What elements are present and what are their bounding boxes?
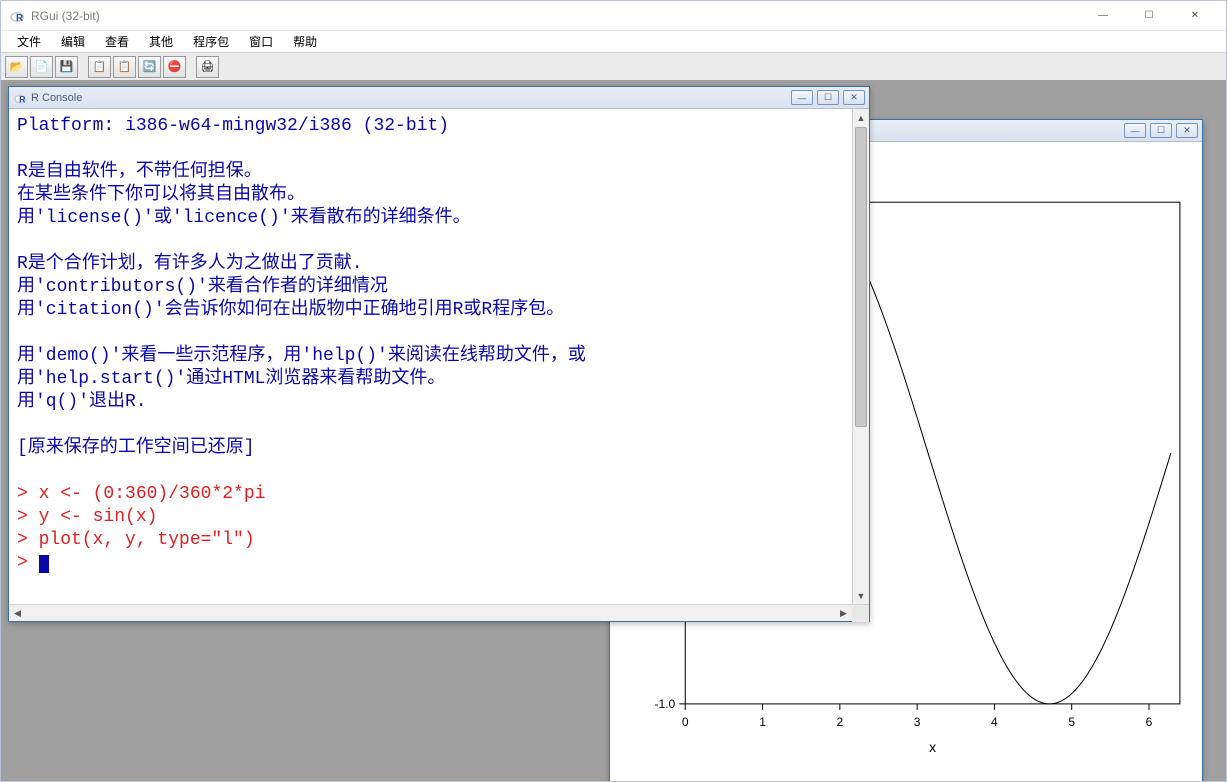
console-horizontal-scrollbar[interactable]: ◀ ▶ <box>9 604 869 621</box>
console-close-button[interactable]: ✕ <box>843 90 865 105</box>
svg-text:3: 3 <box>914 715 921 729</box>
toolbar-refresh-button[interactable]: 🔄 <box>138 56 161 78</box>
toolbar-load-button[interactable]: 📄 <box>30 56 53 78</box>
toolbar-print-button[interactable]: 🖨 <box>196 56 219 78</box>
scroll-right-arrow-icon[interactable]: ▶ <box>835 605 852 621</box>
svg-text:2: 2 <box>836 715 843 729</box>
svg-text:x: x <box>929 739 936 755</box>
svg-text:6: 6 <box>1146 715 1153 729</box>
toolbar-stop-button[interactable]: ⛔ <box>163 56 186 78</box>
main-window-controls: — ☐ ✕ <box>1080 1 1218 31</box>
console-titlebar[interactable]: R R Console — ☐ ✕ <box>9 87 869 109</box>
svg-text:5: 5 <box>1068 715 1075 729</box>
console-window[interactable]: R R Console — ☐ ✕ Platform: i386-w64-min… <box>8 86 870 622</box>
scroll-corner <box>852 605 869 622</box>
toolbar-copy-button[interactable]: 📋 <box>88 56 111 78</box>
svg-text:4: 4 <box>991 715 998 729</box>
svg-text:-1.0: -1.0 <box>654 697 675 711</box>
menu-windows[interactable]: 窗口 <box>239 31 283 52</box>
r-logo-icon: R <box>9 8 25 24</box>
scroll-left-arrow-icon[interactable]: ◀ <box>9 605 26 621</box>
main-titlebar[interactable]: R RGui (32-bit) — ☐ ✕ <box>1 1 1226 31</box>
r-logo-icon: R <box>13 91 27 105</box>
console-vertical-scrollbar[interactable]: ▲ ▼ <box>852 109 869 604</box>
svg-text:R: R <box>16 13 24 24</box>
toolbar-save-button[interactable]: 💾 <box>55 56 78 78</box>
menu-view[interactable]: 查看 <box>95 31 139 52</box>
mdi-client-area: R R Graphics: Device 2 (ACTIVE) — ☐ ✕ 01… <box>1 81 1226 781</box>
maximize-button[interactable]: ☐ <box>1126 1 1172 31</box>
toolbar-open-button[interactable]: 📂 <box>5 56 28 78</box>
scroll-thumb[interactable] <box>855 127 867 427</box>
console-maximize-button[interactable]: ☐ <box>817 90 839 105</box>
main-title: RGui (32-bit) <box>31 9 1080 23</box>
console-title: R Console <box>31 92 791 104</box>
scroll-up-arrow-icon[interactable]: ▲ <box>853 109 869 126</box>
menu-help[interactable]: 帮助 <box>283 31 327 52</box>
svg-text:0: 0 <box>682 715 689 729</box>
graphics-window-controls: — ☐ ✕ <box>1124 123 1198 138</box>
menu-file[interactable]: 文件 <box>7 31 51 52</box>
toolbar: 📂📄💾📋📋🔄⛔🖨 <box>1 53 1226 81</box>
scroll-down-arrow-icon[interactable]: ▼ <box>853 587 869 604</box>
console-body: Platform: i386-w64-mingw32/i386 (32-bit)… <box>9 109 869 604</box>
menubar: 文件 编辑 查看 其他 程序包 窗口 帮助 <box>1 31 1226 53</box>
minimize-button[interactable]: — <box>1080 1 1126 31</box>
graphics-minimize-button[interactable]: — <box>1124 123 1146 138</box>
toolbar-paste-button[interactable]: 📋 <box>113 56 136 78</box>
menu-edit[interactable]: 编辑 <box>51 31 95 52</box>
console-text[interactable]: Platform: i386-w64-mingw32/i386 (32-bit)… <box>9 109 852 604</box>
svg-text:1: 1 <box>759 715 766 729</box>
svg-text:R: R <box>19 94 26 104</box>
graphics-maximize-button[interactable]: ☐ <box>1150 123 1172 138</box>
console-minimize-button[interactable]: — <box>791 90 813 105</box>
close-button[interactable]: ✕ <box>1172 1 1218 31</box>
menu-misc[interactable]: 其他 <box>139 31 183 52</box>
console-window-controls: — ☐ ✕ <box>791 90 865 105</box>
menu-packages[interactable]: 程序包 <box>183 31 239 52</box>
graphics-close-button[interactable]: ✕ <box>1176 123 1198 138</box>
main-window: R RGui (32-bit) — ☐ ✕ 文件 编辑 查看 其他 程序包 窗口… <box>0 0 1227 782</box>
